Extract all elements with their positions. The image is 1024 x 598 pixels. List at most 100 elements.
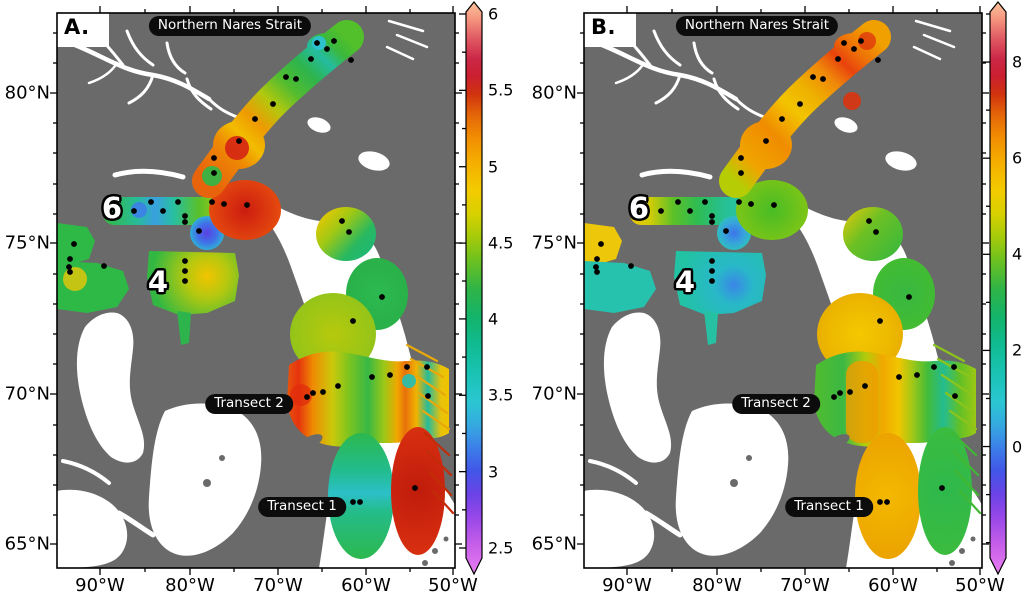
station-dot	[101, 263, 107, 269]
station-dot	[914, 372, 920, 378]
plot-border	[583, 12, 983, 569]
colorbar-b: 8 6 4 2 0	[983, 0, 1024, 598]
station-dot	[348, 57, 354, 63]
lon-tick-label: 80°W	[165, 575, 215, 596]
map-frame-b	[577, 6, 989, 575]
station-dot	[67, 269, 73, 275]
station-dot	[594, 256, 600, 262]
lon-tick-label: 60°W	[868, 575, 918, 596]
station-dot	[736, 199, 742, 205]
station-dot	[324, 46, 330, 52]
station-dot	[314, 40, 320, 46]
map-frame-a	[50, 6, 462, 575]
panel-label-a: A.	[64, 15, 90, 39]
station-dot	[877, 499, 883, 505]
transect1-label-a: Transect 1	[258, 497, 346, 517]
station-dot	[748, 201, 754, 207]
transect2-label-b: Transect 2	[732, 394, 820, 414]
lon-tick-label: 90°W	[602, 575, 652, 596]
lat-tick-label: 70°N	[531, 383, 577, 405]
colorbar-tick-label: 3	[488, 462, 499, 482]
lon-tick-label: 60°W	[341, 575, 391, 596]
station-dot	[412, 485, 418, 491]
colorbar-tick-label: 2	[1012, 340, 1023, 360]
lon-tick-label: 70°W	[780, 575, 830, 596]
lon-tick-label: 70°W	[253, 575, 303, 596]
interpolated-field-b	[584, 32, 982, 559]
station-dot	[837, 390, 843, 396]
station-dot	[357, 499, 363, 505]
station-dot	[779, 116, 785, 122]
station-dot	[847, 389, 853, 395]
station-dot	[906, 294, 912, 300]
station-dot	[594, 269, 600, 275]
station-dot	[182, 213, 188, 219]
station-dot	[293, 76, 299, 82]
station-dot	[211, 155, 217, 161]
station-dot	[877, 318, 883, 324]
transect2-label-a: Transect 2	[205, 394, 293, 414]
station-dot	[252, 116, 258, 122]
station-dot	[369, 374, 375, 380]
annotation-4-a: 4	[147, 265, 169, 299]
station-dot	[831, 394, 837, 400]
station-dot	[182, 278, 188, 284]
station-dot	[308, 56, 314, 62]
lat-tick-label: 75°N	[4, 232, 50, 254]
station-dot	[387, 372, 393, 378]
station-dot	[820, 76, 826, 82]
colorbar-tick-label: 5.5	[488, 80, 514, 100]
lat-tick-label: 75°N	[531, 232, 577, 254]
station-dot	[304, 394, 310, 400]
station-dot	[771, 202, 777, 208]
station-dot	[709, 219, 715, 225]
station-dot	[810, 74, 816, 80]
colorbar-tick-label: 5	[488, 157, 499, 177]
lat-tick-label: 80°N	[531, 82, 577, 104]
lon-tick-label: 50°W	[955, 575, 1005, 596]
annotation-6-a: 6	[101, 191, 123, 225]
station-dot	[244, 202, 250, 208]
station-dot	[875, 57, 881, 63]
lon-tick-label: 90°W	[75, 575, 125, 596]
station-dot	[71, 241, 77, 247]
colorbar-tick-label: 3.5	[488, 385, 514, 405]
station-dot	[182, 219, 188, 225]
colorbar-tick-label: 2.5	[488, 538, 514, 558]
map-canvas-a	[50, 6, 462, 575]
station-dot	[598, 241, 604, 247]
colorbar-gradient-a	[465, 1, 483, 576]
colorbar-tick-label: 4	[1012, 244, 1023, 264]
region-label-nares-a: Northern Nares Strait	[148, 16, 312, 36]
station-dot	[131, 208, 137, 214]
station-dot	[702, 199, 708, 205]
transect1-label-b: Transect 1	[785, 497, 873, 517]
station-dot	[424, 364, 430, 370]
station-dot	[952, 393, 958, 399]
station-dot	[763, 138, 769, 144]
station-dot	[709, 258, 715, 264]
station-dot	[66, 264, 72, 270]
station-dot	[182, 268, 188, 274]
station-dot	[160, 208, 166, 214]
lat-tick-label: 65°N	[531, 533, 577, 555]
map-canvas-b	[577, 6, 989, 575]
station-dot	[873, 229, 879, 235]
station-dot	[738, 170, 744, 176]
station-dot	[346, 229, 352, 235]
station-dot	[675, 199, 681, 205]
station-dot	[270, 101, 276, 107]
colorbar-tick-label: 0	[1012, 437, 1023, 457]
interpolated-field-a	[57, 33, 455, 559]
colorbar-tick-label: 6	[1012, 148, 1023, 168]
annotation-6-b: 6	[628, 191, 650, 225]
station-dots-b	[593, 38, 958, 505]
station-dot	[884, 499, 890, 505]
station-dot	[236, 138, 242, 144]
station-dot	[379, 294, 385, 300]
station-dot	[148, 199, 154, 205]
panel-label-b: B.	[591, 15, 616, 39]
panel-b: B. Northern Nares Strait 6 4 Transect 2 …	[532, 6, 1005, 596]
station-dot	[866, 218, 872, 224]
